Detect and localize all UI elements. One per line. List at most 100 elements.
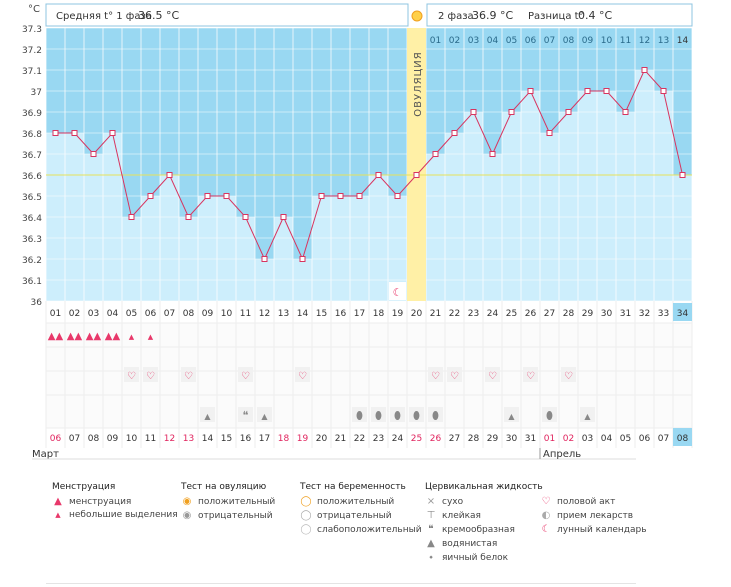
fluid-cell xyxy=(352,407,367,422)
y-tick-label: 36.2 xyxy=(22,256,42,266)
legend-bottom-rule xyxy=(46,583,636,584)
temp-point xyxy=(280,214,287,220)
y-tick-label: 36.6 xyxy=(22,172,42,182)
y-tick-label: 36.3 xyxy=(22,235,42,245)
cycle-day-label: 16 xyxy=(335,309,347,319)
heart-cell xyxy=(485,367,500,382)
temp-point xyxy=(261,256,268,262)
cycle-day-label: 29 xyxy=(582,309,594,319)
calendar-date: 08 xyxy=(88,434,100,444)
legend-label: слабоположительный xyxy=(317,525,422,535)
fluid-mark-creamy: ❝ xyxy=(243,409,249,422)
legend-item-intercourse: ♡ половой акт xyxy=(540,496,616,507)
cycle-day-label: 04 xyxy=(107,309,119,319)
positive-test-icon: ◉ xyxy=(182,496,192,507)
heart-icon: ♡ xyxy=(541,496,551,507)
calendar-date: 17 xyxy=(259,434,270,444)
cycle-day-label: 28 xyxy=(563,309,575,319)
calendar-date: 27 xyxy=(449,434,460,444)
egg-white-icon: ⬩ xyxy=(429,552,433,563)
temp-point xyxy=(565,109,572,115)
legend-label: прием лекарств xyxy=(557,511,634,521)
phase2-label: 2 фаза xyxy=(438,11,474,22)
heart-cell xyxy=(523,367,538,382)
dry-icon: × xyxy=(426,496,436,507)
post-ovulation-day: 02 xyxy=(449,36,460,46)
post-ovulation-day: 01 xyxy=(430,36,441,46)
calendar-date: 28 xyxy=(468,434,480,444)
phase1-value: 36.5 °C xyxy=(138,9,179,22)
temp-point xyxy=(223,193,230,199)
temp-point xyxy=(204,193,211,199)
y-tick-label: 36.5 xyxy=(22,193,42,203)
cycle-day-label: 08 xyxy=(183,309,195,319)
menstruation-mark: ▲▲ xyxy=(105,331,121,342)
y-tick-label: 36.4 xyxy=(22,214,42,224)
cycle-day-label: 33 xyxy=(658,309,669,319)
cycle-day-label: 12 xyxy=(259,309,270,319)
today-date-cell xyxy=(673,428,692,446)
lunar-cell xyxy=(389,282,406,300)
legend-item-menstruation: ▲ менструация xyxy=(52,496,131,507)
cycle-day-label: 21 xyxy=(430,309,441,319)
pregnancy-negative-icon: ◯ xyxy=(300,510,312,521)
fluid-cell xyxy=(428,407,443,422)
cycle-day-label: 30 xyxy=(601,309,613,319)
legend-label: небольшие выделения xyxy=(69,510,178,520)
intercourse-mark: ♡ xyxy=(450,371,459,382)
fluid-mark-egg-white: ⬮ xyxy=(375,409,382,422)
diff-value: 0.4 °C xyxy=(578,9,612,22)
temperature-line xyxy=(55,69,683,261)
cycle-day-label: 10 xyxy=(221,309,233,319)
temp-bar xyxy=(502,112,521,301)
legend-item-medicine: ◐ прием лекарств xyxy=(540,510,633,521)
temp-point xyxy=(660,88,667,94)
calendar-date: 11 xyxy=(145,434,156,444)
cycle-day-label: 32 xyxy=(639,309,650,319)
menstruation-mark: ▲▲ xyxy=(67,331,83,342)
legend-label: положительный xyxy=(317,497,395,507)
fluid-cell xyxy=(504,407,519,422)
calendar-date: 15 xyxy=(221,434,232,444)
calendar-date: 12 xyxy=(164,434,175,444)
cycle-day-label: 31 xyxy=(620,309,631,319)
fluid-mark-egg-white: ⬮ xyxy=(413,409,420,422)
legend-item-preg-weak: ◯ слабоположительный xyxy=(300,524,422,535)
temp-bar xyxy=(350,196,369,301)
fluid-mark-egg-white: ⬮ xyxy=(356,409,363,422)
fluid-cell xyxy=(200,407,215,422)
calendar-date: 25 xyxy=(411,434,422,444)
legend-label: положительный xyxy=(198,497,276,507)
creamy-icon: ❝ xyxy=(428,524,434,535)
y-tick-label: 36 xyxy=(31,298,43,308)
temp-point xyxy=(318,193,325,199)
cycle-day-label: 07 xyxy=(164,309,175,319)
intercourse-mark: ♡ xyxy=(146,371,155,382)
calendar-date: 29 xyxy=(487,434,499,444)
temp-bar xyxy=(388,196,407,301)
pregnancy-positive-icon: ◯ xyxy=(300,496,312,507)
calendar-date: 20 xyxy=(316,434,328,444)
legend-label: водянистая xyxy=(442,539,498,549)
temp-bar xyxy=(141,196,160,301)
legend-item-egg-white: ⬩ яичный белок xyxy=(425,552,508,563)
intercourse-mark: ♡ xyxy=(564,371,573,382)
menstruation-icon: ▲ xyxy=(54,496,62,507)
calendar-date: 03 xyxy=(582,434,593,444)
post-ovulation-day: 03 xyxy=(468,36,479,46)
temp-point xyxy=(584,88,591,94)
legend-item-ovu-positive: ◉ положительный xyxy=(181,496,276,507)
menstruation-mark: ▲▲ xyxy=(86,331,102,342)
legend-item-preg-positive: ◯ положительный xyxy=(300,496,394,507)
calendar-date: 19 xyxy=(297,434,309,444)
temp-point xyxy=(147,193,154,199)
legend-label: кремообразная xyxy=(442,525,515,535)
calendar-date: 04 xyxy=(601,434,613,444)
intercourse-mark: ♡ xyxy=(241,371,250,382)
fluid-mark-watery: ▲ xyxy=(508,412,515,421)
cycle-day-label: 17 xyxy=(354,309,365,319)
cycle-day-label: 34 xyxy=(677,309,689,319)
phase2-box xyxy=(426,3,693,27)
legend-item-ovu-negative: ◉ отрицательный xyxy=(181,510,273,521)
fluid-mark-watery: ▲ xyxy=(584,412,591,421)
